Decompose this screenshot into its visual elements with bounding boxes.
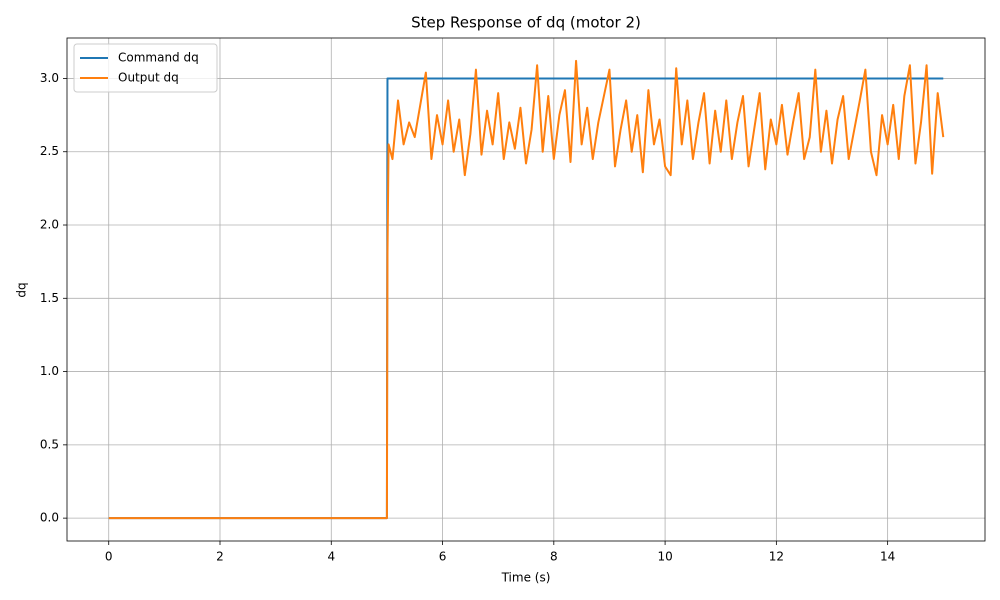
x-axis-label: Time (s) [501, 571, 551, 585]
x-tick-label: 10 [657, 550, 672, 564]
x-tick-label: 6 [439, 550, 447, 564]
x-tick-label: 8 [550, 550, 558, 564]
y-tick-label: 1.0 [40, 364, 59, 378]
chart-title: Step Response of dq (motor 2) [411, 14, 641, 32]
legend-label: Command dq [118, 51, 199, 65]
x-tick-label: 14 [880, 550, 895, 564]
x-tick-label: 0 [105, 550, 113, 564]
y-tick-label: 2.0 [40, 218, 59, 232]
y-axis-label: dq [15, 282, 29, 297]
y-tick-label: 1.5 [40, 291, 59, 305]
legend: Command dq Output dq [73, 43, 218, 93]
legend-label: Output dq [118, 71, 179, 85]
x-tick-label: 12 [769, 550, 784, 564]
data-line [108, 59, 945, 520]
y-tick-label: 2.5 [40, 144, 59, 158]
x-tick-label: 2 [216, 550, 224, 564]
x-tick-label: 4 [327, 550, 335, 564]
y-tick-label: 0.0 [40, 511, 59, 525]
plot-frame [66, 37, 986, 542]
y-tick-label: 0.5 [40, 437, 59, 451]
legend-box [73, 43, 218, 93]
y-tick-label: 3.0 [40, 71, 59, 85]
